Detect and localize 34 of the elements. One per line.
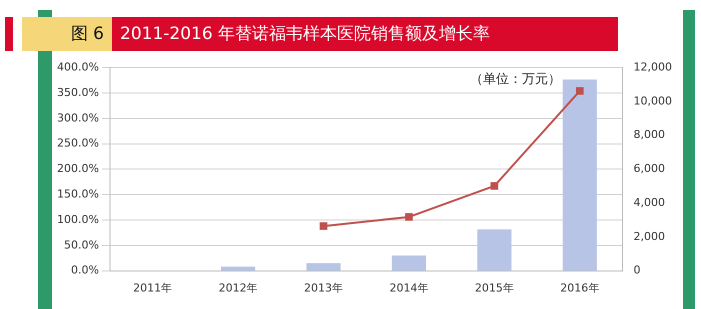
point [490, 182, 498, 190]
y2-tick-label: 10,000 [634, 94, 672, 108]
x-tick-label: 2011年 [133, 281, 172, 294]
point [405, 213, 413, 221]
point [320, 222, 328, 230]
y-tick-label: 350.0% [56, 86, 99, 99]
chart-title: 2011-2016 年替诺福韦样本医院销售额及增长率 [112, 17, 618, 51]
bar [477, 229, 512, 271]
y-tick-label: 150.0% [56, 187, 99, 200]
y2-tick-label: 2,000 [634, 230, 666, 243]
y-tick-label: 0.0% [70, 264, 99, 277]
y-tick-label: 200.0% [56, 162, 99, 176]
x-tick-label: 2014年 [389, 281, 428, 294]
x-tick-label: 2015年 [474, 281, 514, 294]
y-tick-label: 250.0% [56, 136, 99, 150]
y2-tick-label: 12,000 [634, 60, 672, 74]
x-tick-label: 2013年 [304, 281, 344, 294]
y-tick-label: 50.0% [64, 238, 99, 252]
bar [392, 256, 426, 271]
bar [221, 266, 256, 271]
point [576, 87, 584, 95]
y-tick-label: 100.0% [56, 212, 99, 226]
bar [306, 263, 341, 271]
y2-tick-label: 8,000 [634, 128, 666, 142]
caption: 图 6 [22, 17, 112, 51]
y2-tick-label: 0 [634, 264, 641, 277]
bar [562, 79, 597, 271]
y-tick-label: 400.0% [56, 60, 99, 74]
x-tick-label: 2012年 [218, 281, 258, 294]
y-tick-label: 300.0% [56, 111, 99, 124]
y2-tick-label: 6,000 [634, 162, 666, 176]
x-tick-label: 2016年 [560, 281, 600, 294]
annotation: （单位：万元） [470, 70, 561, 88]
y2-tick-label: 4,000 [634, 196, 666, 209]
